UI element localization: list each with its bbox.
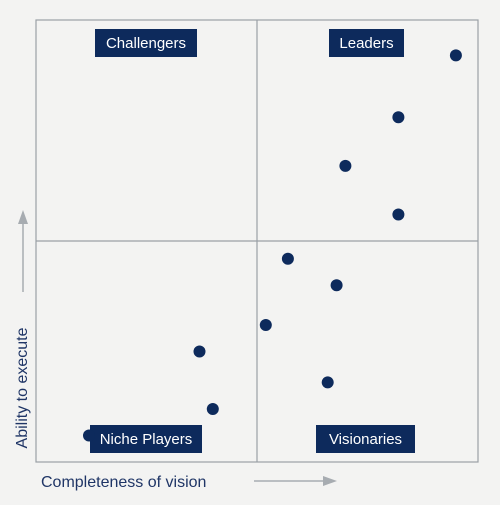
data-point — [392, 208, 405, 221]
quadrant-label-text: Visionaries — [329, 431, 402, 448]
quadrant-label-text: Challengers — [106, 35, 186, 52]
data-point — [206, 403, 219, 415]
quadrant-label-box — [95, 29, 197, 57]
y-axis-label: Ability to execute — [14, 327, 31, 448]
y-axis-arrow-head-icon — [18, 210, 28, 224]
quadrant-label-challengers: Challengers — [95, 29, 197, 57]
x-axis-label: Completeness of vision — [41, 474, 206, 491]
quadrant-label-visionaries: Visionaries — [316, 425, 415, 453]
data-point — [83, 429, 95, 442]
quadrant-label-text: Niche Players — [100, 431, 193, 448]
quadrant-label-box — [329, 29, 404, 57]
data-point — [339, 159, 352, 172]
data-point — [392, 111, 405, 124]
quadrant-label-box — [90, 425, 202, 453]
quadrant-label-niche-players: Niche Players — [90, 425, 202, 453]
quadrant-label-text: Leaders — [339, 35, 393, 52]
data-point — [193, 345, 206, 358]
quadrant-label-box — [316, 425, 415, 453]
data-point — [281, 252, 294, 265]
quadrant-label-leaders: Leaders — [329, 29, 404, 57]
data-points — [83, 49, 462, 442]
data-point — [321, 376, 334, 389]
data-point — [330, 279, 343, 292]
data-point — [259, 319, 272, 331]
data-point — [449, 49, 462, 62]
x-axis-arrow-head-icon — [323, 476, 337, 486]
